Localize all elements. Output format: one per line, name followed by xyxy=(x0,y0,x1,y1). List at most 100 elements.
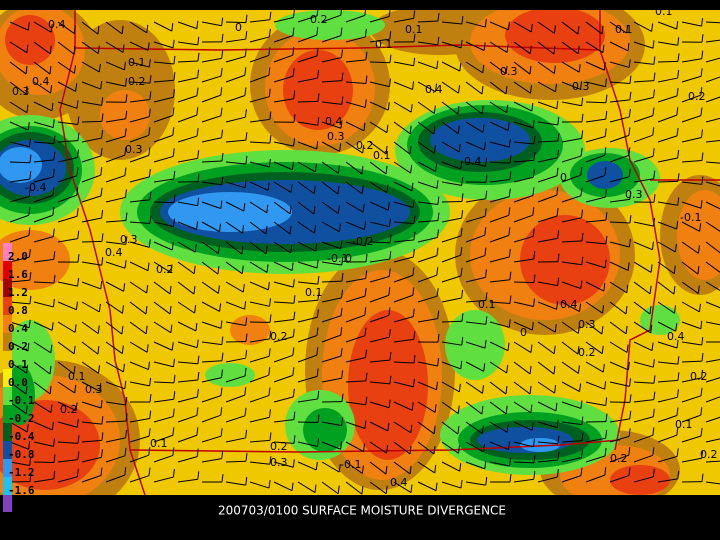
barb-shaft xyxy=(321,35,342,43)
barb-shaft xyxy=(561,301,580,313)
barb-shaft xyxy=(177,241,196,253)
barb-shaft xyxy=(537,194,557,203)
barb-shaft xyxy=(393,61,414,67)
barb-flag xyxy=(529,365,532,374)
barb-shaft xyxy=(105,241,126,245)
barb-shaft xyxy=(273,261,293,272)
barb-flag xyxy=(361,185,364,194)
barb-flag xyxy=(388,307,391,316)
barb-shaft xyxy=(633,399,654,403)
barb-shaft xyxy=(273,16,294,23)
barb-flag xyxy=(676,87,679,96)
scale-label: -0.2 xyxy=(8,412,35,425)
barb-shaft xyxy=(33,441,54,447)
barb-flag xyxy=(124,128,127,137)
barb-shaft xyxy=(417,41,438,46)
barb-shaft xyxy=(57,61,75,74)
barb-flag xyxy=(266,204,269,213)
barb-flag xyxy=(340,441,343,450)
barb-shaft xyxy=(489,361,507,374)
barb-flag xyxy=(364,307,367,316)
barb-shaft xyxy=(633,41,654,49)
barb-flag xyxy=(557,116,560,125)
barb-flag xyxy=(97,26,100,35)
barb-flag xyxy=(577,346,580,355)
barb-flag xyxy=(217,266,220,275)
barb-flag xyxy=(28,138,31,147)
barb-shaft xyxy=(513,321,533,331)
field: 0.4 00.20.10.10.10.10.20.30.40.30.4 0.30.2… xyxy=(0,10,720,495)
barb-flag xyxy=(27,122,30,131)
barb-flag xyxy=(265,225,268,235)
barb-shaft xyxy=(177,396,198,403)
contour-label: 0.1 xyxy=(305,286,323,299)
barb-flag xyxy=(605,430,608,439)
barb-shaft xyxy=(129,435,150,443)
barb-shaft xyxy=(705,416,720,423)
barb-shaft xyxy=(249,241,267,255)
barb-shaft xyxy=(633,281,651,295)
barb-shaft xyxy=(609,61,630,68)
barb-flag xyxy=(653,194,656,203)
barb-shaft xyxy=(537,381,555,394)
barb-shaft xyxy=(633,221,654,227)
barb-shaft xyxy=(249,439,270,443)
barb-flag xyxy=(485,477,488,486)
barb-flag xyxy=(676,107,679,116)
color-scale-labels: 2.0 1.6 1.2 0.8 0.4 0.2 0.1 0.0 -0.1 -0.2 -0.4 -0.8… xyxy=(8,250,35,497)
barb-flag xyxy=(340,27,343,36)
barb-shaft xyxy=(513,21,532,33)
barb-shaft xyxy=(417,201,438,205)
barb-shaft xyxy=(369,201,389,211)
barb-shaft xyxy=(513,176,534,183)
barb-flag xyxy=(580,81,583,90)
barb-shaft xyxy=(537,301,557,310)
barb-shaft xyxy=(489,196,510,203)
barb-flag xyxy=(388,78,391,87)
barb-shaft xyxy=(705,321,720,326)
barb-flag xyxy=(268,480,271,489)
barb-shaft xyxy=(633,454,654,463)
barb-flag xyxy=(244,109,247,118)
barb-shaft xyxy=(345,380,366,383)
barb-shaft xyxy=(57,341,75,355)
barb-shaft xyxy=(153,115,174,123)
barb-flag xyxy=(219,223,222,232)
barb-shaft xyxy=(33,301,54,308)
barb-flag xyxy=(269,456,272,465)
contour-label: 0.1 xyxy=(375,38,393,51)
barb-flag xyxy=(557,277,560,286)
barb-flag xyxy=(241,265,244,274)
barb-shaft xyxy=(9,101,28,114)
barb-shaft xyxy=(369,121,388,134)
barb-flag xyxy=(169,285,172,294)
barb-shaft xyxy=(345,14,366,23)
barb-flag xyxy=(557,149,560,158)
barb-flag xyxy=(267,182,270,191)
barb-shaft xyxy=(249,374,269,383)
barb-flag xyxy=(100,81,103,90)
barb-flag xyxy=(461,289,464,299)
barb-flag xyxy=(437,310,440,319)
barb-flag xyxy=(317,117,320,126)
barb-shaft xyxy=(129,321,147,335)
barb-shaft xyxy=(129,454,149,463)
barb-flag xyxy=(125,110,128,119)
barb-shaft xyxy=(561,195,582,203)
barb-shaft xyxy=(417,401,436,413)
barb-shaft xyxy=(705,301,720,309)
barb-flag xyxy=(653,56,656,65)
barb-flag xyxy=(554,324,557,333)
barb-flag xyxy=(409,445,412,455)
barb-flag xyxy=(557,230,560,239)
barb-flag xyxy=(698,303,701,312)
barb-flag xyxy=(148,467,151,476)
barb-shaft xyxy=(441,121,459,135)
barb-shaft xyxy=(585,81,606,88)
barb-shaft xyxy=(33,236,54,243)
barb-flag xyxy=(437,196,440,205)
barb-shaft xyxy=(273,336,294,343)
barb-shaft xyxy=(561,21,579,35)
barb-flag xyxy=(73,345,76,354)
